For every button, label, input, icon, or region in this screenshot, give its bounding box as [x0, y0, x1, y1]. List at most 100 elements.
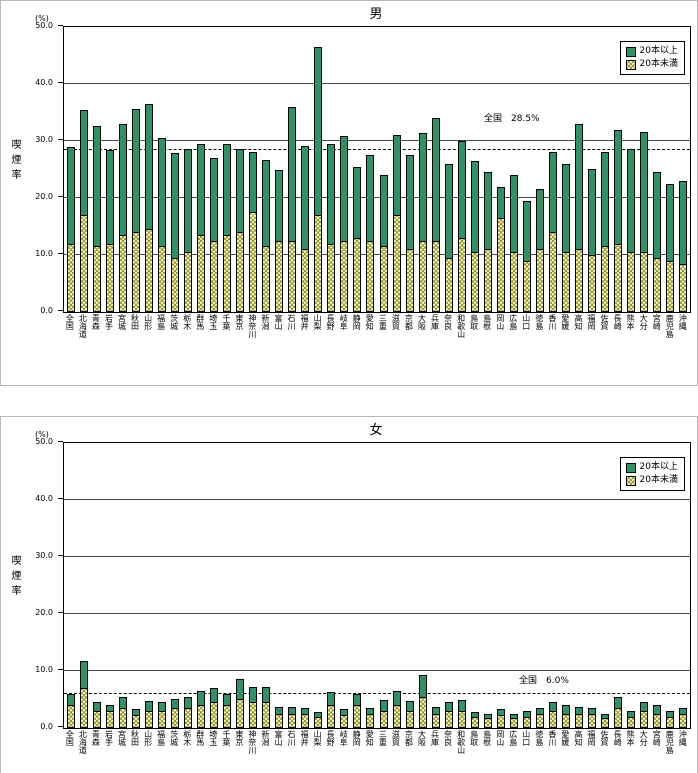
x-label-東京: 東京 — [234, 314, 244, 330]
segment-20plus — [157, 702, 166, 711]
segment-20plus — [496, 187, 505, 218]
segment-20plus — [496, 709, 505, 715]
segment-20plus — [522, 201, 531, 261]
x-label-長野: 長野 — [326, 730, 336, 746]
bar-茨城 — [170, 153, 179, 312]
x-label-岩手: 岩手 — [104, 314, 114, 330]
y-tick-mark — [58, 25, 63, 26]
y-tick-mark — [58, 139, 63, 140]
x-label-長崎: 長崎 — [613, 314, 623, 330]
bar-茨城 — [170, 699, 179, 728]
segment-20plus — [288, 107, 297, 241]
chart-title-female: 女 — [369, 423, 383, 438]
x-label-京都: 京都 — [404, 314, 414, 330]
segment-under20 — [614, 708, 623, 728]
segment-20plus — [666, 711, 675, 717]
x-label-新潟: 新潟 — [260, 730, 270, 746]
segment-under20 — [183, 252, 192, 312]
segment-under20 — [627, 717, 636, 728]
x-label-兵庫: 兵庫 — [430, 314, 440, 330]
segment-20plus — [144, 104, 153, 229]
segment-20plus — [536, 708, 545, 714]
segment-20plus — [379, 700, 388, 711]
x-label-愛知: 愛知 — [365, 730, 375, 746]
segment-under20 — [183, 708, 192, 728]
segment-under20 — [144, 711, 153, 728]
gridline — [64, 556, 690, 557]
y-tick-label: 40.0 — [35, 494, 53, 503]
segment-20plus — [262, 160, 271, 246]
segment-under20 — [131, 232, 140, 312]
segment-under20 — [196, 705, 205, 728]
segment-under20 — [353, 238, 362, 312]
y-tick-label: 20.0 — [35, 608, 53, 617]
bar-京都 — [405, 701, 414, 728]
segment-under20 — [640, 252, 649, 312]
segment-20plus — [353, 167, 362, 238]
segment-20plus — [614, 697, 623, 708]
bar-愛媛 — [562, 164, 571, 312]
x-label-秋田: 秋田 — [130, 730, 140, 746]
x-label-長崎: 長崎 — [613, 730, 623, 746]
segment-20plus — [79, 110, 88, 215]
x-label-秋田: 秋田 — [130, 314, 140, 330]
bar-神奈川 — [249, 152, 258, 312]
bar-島根 — [483, 714, 492, 728]
y-tick-label: 10.0 — [35, 665, 53, 674]
y-axis-unit-label: (%) — [35, 430, 49, 439]
x-label-茨城: 茨城 — [169, 314, 179, 330]
segment-20plus — [340, 136, 349, 241]
x-label-福井: 福井 — [300, 314, 310, 330]
x-label-愛知: 愛知 — [365, 314, 375, 330]
bar-香川 — [549, 702, 558, 728]
bar-山梨 — [314, 47, 323, 312]
segment-under20 — [92, 246, 101, 312]
plot-area: 全国 6.0% 20本以上 20本未満 — [63, 442, 691, 729]
x-label-全国: 全国 — [65, 314, 75, 330]
x-label-全国: 全国 — [65, 730, 75, 746]
segment-20plus — [418, 675, 427, 697]
x-label-熊本: 熊本 — [626, 730, 636, 746]
bar-秋田 — [131, 709, 140, 728]
bar-長崎 — [614, 697, 623, 728]
bar-福島 — [157, 702, 166, 728]
bar-鹿児島 — [666, 711, 675, 728]
bar-岡山 — [496, 709, 505, 728]
bar-佐賀 — [601, 152, 610, 312]
segment-20plus — [601, 152, 610, 246]
segment-20plus — [627, 149, 636, 252]
legend-item-20plus: 20本以上 — [625, 45, 678, 58]
bar-富山 — [275, 707, 284, 728]
gridline — [64, 499, 690, 500]
bar-宮城 — [118, 124, 127, 312]
segment-under20 — [105, 711, 114, 728]
segment-20plus — [92, 702, 101, 711]
x-label-大分: 大分 — [639, 314, 649, 330]
x-label-茨城: 茨城 — [169, 730, 179, 746]
segment-under20 — [92, 711, 101, 728]
x-label-香川: 香川 — [547, 314, 557, 330]
gridline — [64, 197, 690, 198]
bar-愛知 — [366, 708, 375, 728]
segment-20plus — [196, 144, 205, 235]
segment-20plus — [653, 172, 662, 258]
bar-高知 — [575, 124, 584, 312]
segment-20plus — [431, 118, 440, 241]
bar-鹿児島 — [666, 184, 675, 312]
bar-青森 — [92, 702, 101, 728]
segment-under20 — [679, 264, 688, 312]
bar-埼玉 — [209, 688, 218, 728]
segment-under20 — [483, 249, 492, 312]
bar-全国 — [66, 694, 75, 728]
x-label-大阪: 大阪 — [417, 314, 427, 330]
bar-長野 — [327, 144, 336, 312]
bar-岐阜 — [340, 709, 349, 728]
x-label-千葉: 千葉 — [221, 314, 231, 330]
segment-20plus — [340, 709, 349, 715]
segment-under20 — [405, 711, 414, 728]
segment-20plus — [183, 149, 192, 252]
chart-title-male: 男 — [369, 7, 383, 22]
segment-under20 — [614, 244, 623, 312]
segment-under20 — [223, 235, 232, 312]
bar-千葉 — [223, 144, 232, 312]
